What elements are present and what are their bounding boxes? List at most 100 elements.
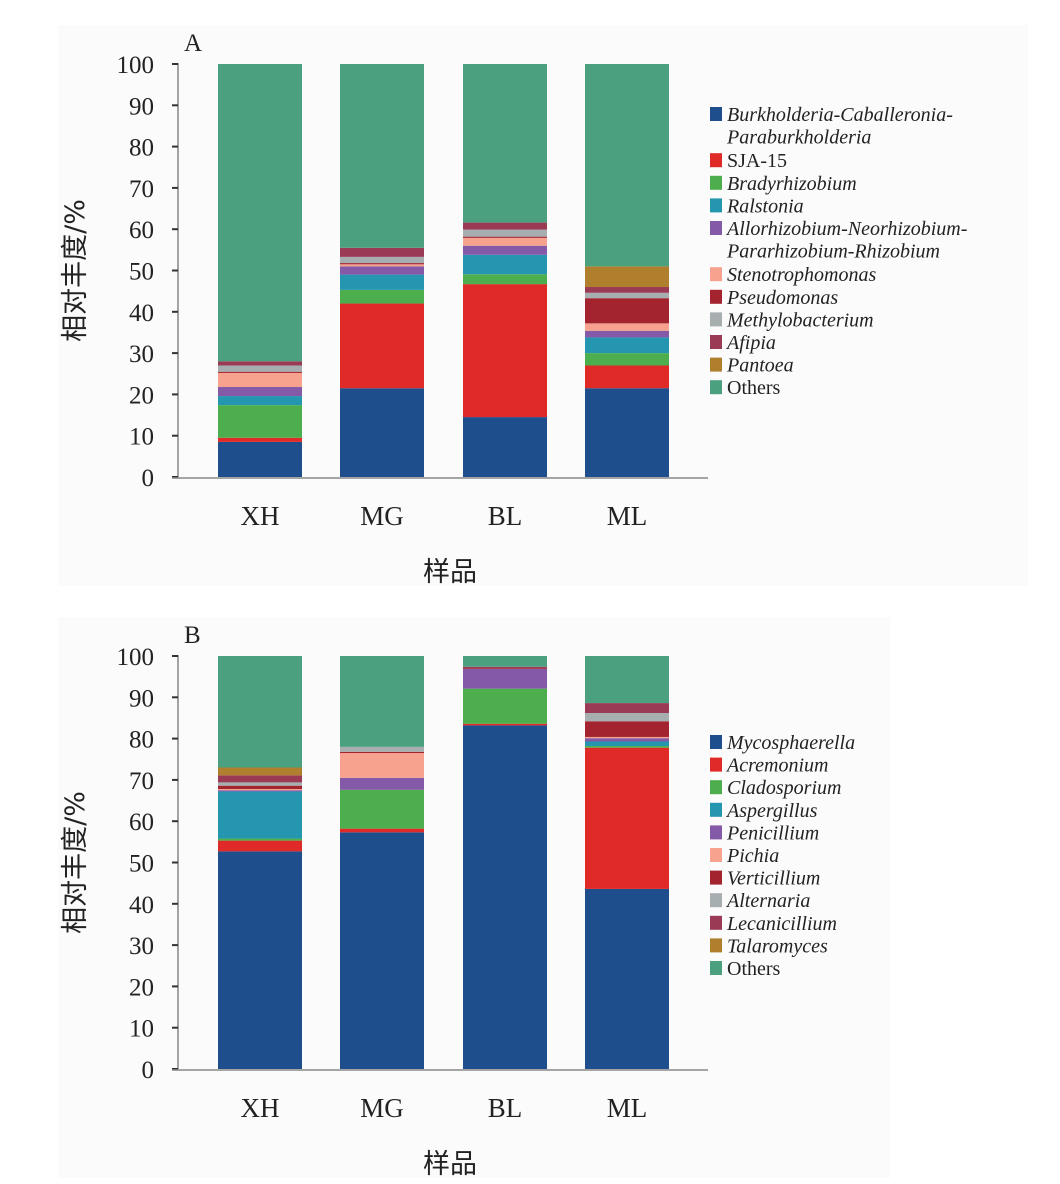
legend-label: Pantoea [726, 355, 794, 377]
y-tick-label: 90 [129, 685, 154, 712]
stacked-bar-chart-a: A 0 10 20 30 40 50 60 70 80 90 100 XH MG BL ML 样品 相对丰度/% B… [60, 30, 967, 588]
x-tick-label: BL [488, 1093, 523, 1123]
y-axis-title: 相对丰度/% [60, 791, 91, 934]
y-tick-label: 50 [129, 851, 154, 878]
legend-swatch [710, 107, 722, 121]
bar-segment-ml-aspergillus [585, 741, 669, 747]
legend-item: Pantoea [710, 355, 794, 377]
legend-item: Lecanicillium [710, 913, 837, 935]
y-tick-label: 20 [129, 382, 154, 409]
legend-label: SJA-15 [727, 150, 787, 172]
bar-segment-ml-stenotrophomonas [585, 323, 669, 331]
legend-label: Alternaria [725, 890, 810, 912]
legend-item: Methylobacterium [710, 309, 874, 331]
legend-label: Stenotrophomonas [727, 264, 876, 286]
x-tick-label: ML [607, 1093, 648, 1123]
y-tick-label: 10 [129, 424, 154, 451]
legend-label: Penicillium [726, 822, 819, 844]
bar-segment-mg-mycosphaerella [340, 832, 424, 1069]
legend-item: Penicillium [710, 822, 819, 844]
bar-segment-bl-pseudomonas [463, 236, 547, 238]
legend-item: Others [710, 958, 781, 980]
legend-label: Paraburkholderia [726, 127, 871, 149]
legend-item: Talaromyces [710, 935, 828, 957]
bar-segment-bl-mycosphaerella [463, 725, 547, 1069]
y-tick-label: 60 [129, 809, 154, 836]
legend-swatch [710, 915, 722, 930]
chart-panel-a: A 0 10 20 30 40 50 60 70 80 90 100 XH MG BL ML 样品 相对丰度/% B… [58, 25, 1028, 588]
bar-segment-mg-acremonium [340, 828, 424, 833]
bar-segment-bl-others [463, 64, 547, 223]
legend-swatch [710, 825, 722, 840]
legend-item: Allorhizobium-Neorhizobium-Pararhizobium… [710, 218, 967, 263]
bar-stack-bl [463, 656, 547, 1069]
bar-segment-ml-pantoea [585, 266, 669, 288]
bar-segment-mg-penicillium [340, 777, 424, 790]
y-tick-label: 70 [129, 176, 154, 203]
bar-segment-xh-burkholderia-caballeronia-paraburkholderia [218, 441, 302, 477]
legend-swatch [710, 335, 722, 349]
y-tick-label: 50 [129, 259, 154, 286]
bar-segment-xh-stenotrophomonas [218, 372, 302, 387]
legend-item: Pseudomonas [710, 287, 838, 309]
bar-segment-bl-afipia [463, 222, 547, 230]
legend-swatch [710, 267, 722, 282]
bar-segment-ml-bradyrhizobium [585, 353, 669, 366]
bar-segment-mg-others [340, 64, 424, 248]
bar-segment-bl-lecanicillium [463, 666, 547, 668]
bar-segment-bl-stenotrophomonas [463, 237, 547, 246]
bar-segment-mg-burkholderia-caballeronia-paraburkholderia [340, 388, 424, 477]
y-tick-label: 60 [129, 217, 154, 244]
bar-segment-xh-penicillium [218, 790, 302, 792]
bar-segment-mg-alternaria [340, 746, 424, 752]
bar-segment-xh-methylobacterium [218, 365, 302, 372]
bar-segment-mg-pseudomonas [340, 263, 424, 265]
legend-label: Afipia [725, 332, 776, 354]
legend-swatch [710, 153, 722, 168]
bar-segment-xh-verticillium [218, 785, 302, 789]
legend-swatch [710, 175, 722, 190]
bar-segment-ml-burkholderia-caballeronia-paraburkholderia [585, 388, 669, 477]
legend-swatch [710, 961, 722, 975]
bar-segment-xh-mycosphaerella [218, 851, 302, 1069]
legend-item: Verticillium [710, 868, 820, 890]
bar-segment-ml-pichia [585, 736, 669, 739]
bar-segment-mg-others [340, 656, 424, 747]
legend-label: Talaromyces [727, 935, 828, 957]
legend-swatch [710, 289, 722, 304]
legend-item: Stenotrophomonas [710, 264, 876, 286]
bar-segment-ml-others [585, 64, 669, 267]
bar-stack-xh [218, 656, 302, 1069]
bar-segment-bl-others [463, 656, 547, 667]
legend-swatch [710, 848, 722, 862]
legend-swatch [710, 380, 722, 395]
bar-segment-bl-allorhizobium-neorhizobium-pararhizobium-rhizobium [463, 245, 547, 255]
bar-segment-xh-talaromyces [218, 767, 302, 776]
y-tick-label: 30 [129, 341, 154, 368]
bar-segment-xh-ralstonia [218, 396, 302, 406]
bar-segment-bl-cladosporium [463, 688, 547, 724]
bar-segment-ml-acremonium [585, 747, 669, 889]
legend-swatch [710, 198, 722, 213]
y-tick-label: 80 [129, 135, 154, 162]
y-tick-label: 100 [117, 644, 155, 671]
x-tick-label: MG [360, 1093, 404, 1123]
legend-item: Alternaria [710, 890, 810, 912]
y-axis-title: 相对丰度/% [60, 199, 91, 342]
bar-segment-xh-others [218, 64, 302, 362]
bar-segment-xh-bradyrhizobium [218, 405, 302, 438]
bar-segment-mg-allorhizobium-neorhizobium-pararhizobium-rhizobium [340, 266, 424, 275]
legend-swatch [710, 938, 722, 953]
legend-item: Acremonium [710, 755, 828, 777]
legend-label: Burkholderia-Caballeronia- [727, 104, 953, 126]
bar-segment-ml-lecanicillium [585, 703, 669, 713]
y-tick-label: 30 [129, 933, 154, 960]
bar-segment-ml-verticillium [585, 721, 669, 737]
bar-stack-mg [340, 64, 424, 477]
bar-segment-ml-allorhizobium-neorhizobium-pararhizobium-rhizobium [585, 330, 669, 338]
bar-segment-mg-pichia [340, 753, 424, 778]
legend-label: Allorhizobium-Neorhizobium- [725, 218, 967, 240]
bar-segment-xh-sja-15 [218, 437, 302, 442]
bar-segment-xh-pseudomonas [218, 371, 302, 373]
bar-segment-ml-alternaria [585, 712, 669, 722]
